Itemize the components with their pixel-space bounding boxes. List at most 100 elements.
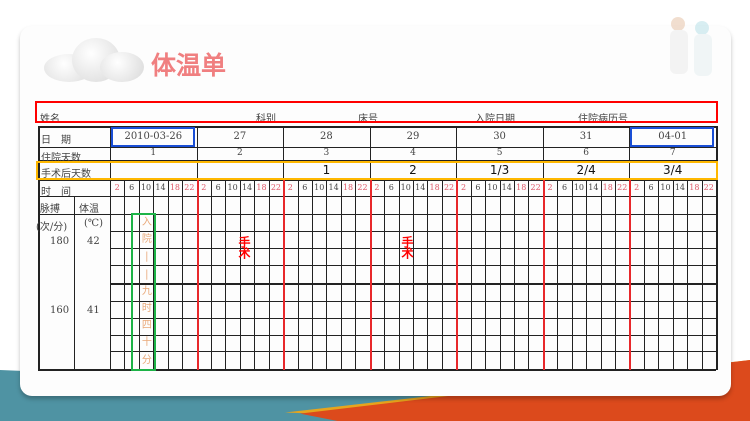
page-title: 体温单 <box>151 51 227 80</box>
surgery-note: 手术 <box>237 236 251 258</box>
hour-cell: 14 <box>501 183 512 192</box>
hour-divider <box>167 180 169 370</box>
date-label: 日 期 <box>41 135 71 146</box>
hour-cell: 6 <box>561 183 568 192</box>
hour-cell: 14 <box>415 183 426 192</box>
hospital-days-cell: 2 <box>236 148 243 158</box>
hour-cell: 22 <box>270 183 281 192</box>
admission-note-char: 院 <box>141 234 152 246</box>
admission-note-char: 十 <box>141 337 152 349</box>
hour-cell: 2 <box>114 183 120 192</box>
hour-cell: 14 <box>155 183 166 192</box>
hour-cell: 6 <box>388 183 394 192</box>
post-op-days-cell: 1/3 <box>489 163 510 177</box>
pulse-unit-label: (次/分) <box>36 222 68 233</box>
hour-divider <box>701 180 703 370</box>
bed-label: 床号 <box>358 114 378 125</box>
hour-divider <box>427 180 429 370</box>
pulse-scale-value: 160 <box>50 305 70 316</box>
admission-note-char: 分 <box>141 354 152 366</box>
hour-cell: 14 <box>588 183 599 192</box>
hour-divider <box>643 180 645 370</box>
hospital-days-cell: 3 <box>323 148 330 158</box>
hour-divider <box>658 180 660 370</box>
hour-cell: 10 <box>140 183 152 192</box>
hour-cell: 2 <box>201 183 207 192</box>
hospital-days-cell: 5 <box>496 148 503 158</box>
day-divider-red <box>629 180 632 370</box>
hour-divider <box>268 180 270 370</box>
hour-cell: 22 <box>617 183 628 192</box>
hour-cell: 10 <box>314 183 325 192</box>
hour-cell: 18 <box>689 183 700 192</box>
highlight-admission-box <box>131 213 156 371</box>
hour-cell: 18 <box>516 183 527 192</box>
hour-divider <box>340 180 342 370</box>
admission-note-char: 九 <box>141 285 152 297</box>
hour-cell: 22 <box>184 183 195 192</box>
hour-divider <box>355 180 357 370</box>
hour-divider <box>600 180 602 370</box>
hour-divider <box>239 180 241 370</box>
date-cell: 29 <box>406 131 420 142</box>
hour-cell: 18 <box>342 183 354 192</box>
post-op-days-cell: 3/4 <box>663 163 683 177</box>
day-divider-red <box>196 180 199 370</box>
hour-divider <box>514 180 515 370</box>
hour-cell: 14 <box>328 183 339 192</box>
hour-divider <box>312 180 313 370</box>
hour-divider <box>485 180 487 370</box>
hour-cell: 6 <box>302 183 308 192</box>
hour-cell: 18 <box>169 183 180 192</box>
hour-divider <box>528 180 530 370</box>
hour-divider <box>153 180 155 370</box>
hospital-days-label: 住院天数 <box>41 153 81 164</box>
temp-label: 体温 <box>79 204 99 215</box>
admission-note-char: | <box>145 268 149 280</box>
hospital-days-cell: 4 <box>410 148 416 158</box>
admission-note-char: | <box>145 251 149 263</box>
hour-cell: 2 <box>634 183 640 192</box>
hour-divider <box>182 180 184 370</box>
hour-cell: 2 <box>460 183 467 192</box>
hour-divider <box>225 180 227 370</box>
day-divider-red <box>283 180 286 370</box>
temp-unit-label: (℃) <box>84 218 103 229</box>
hour-cell: 18 <box>256 183 267 192</box>
date-cell: 27 <box>233 131 247 142</box>
nurse-illustration-icon <box>670 17 712 76</box>
hour-cell: 6 <box>475 183 481 192</box>
admission-note-char: 入 <box>141 217 152 228</box>
highlight-post-op-box <box>36 161 718 180</box>
date-cell: 28 <box>320 131 333 142</box>
day-divider-red <box>369 180 372 370</box>
row-divider <box>38 180 716 181</box>
cloud-icon <box>44 38 144 82</box>
hour-divider <box>254 180 256 370</box>
hour-cell: 2 <box>374 183 380 192</box>
date-cell: 30 <box>493 131 506 142</box>
hour-divider <box>615 180 616 370</box>
hospital-days-cell: 7 <box>669 148 676 158</box>
hour-divider <box>413 180 414 370</box>
hour-divider <box>384 180 386 370</box>
admission-note-char: 时 <box>141 303 152 314</box>
temp-scale-value: 41 <box>87 305 100 316</box>
hour-divider <box>441 180 443 370</box>
border-right <box>716 126 718 370</box>
date-cell: 2010-03-26 <box>124 131 183 142</box>
date-cell: 04-01 <box>658 131 688 142</box>
hour-cell: 18 <box>602 183 613 192</box>
hour-cell: 22 <box>530 183 541 192</box>
surgery-note: 手术 <box>400 236 414 258</box>
name-label: 姓名 <box>40 114 60 125</box>
hour-cell: 10 <box>400 183 411 192</box>
time-label: 时 间 <box>41 187 71 198</box>
admit-date-label: 入院日期 <box>475 114 515 125</box>
post-op-days-cell: 2 <box>409 163 417 177</box>
temp-scale-value: 42 <box>87 236 100 247</box>
admission-note-char: 四 <box>141 320 152 332</box>
hour-cell: 6 <box>215 183 221 192</box>
slide-card <box>20 26 731 396</box>
hour-cell: 10 <box>660 183 671 192</box>
